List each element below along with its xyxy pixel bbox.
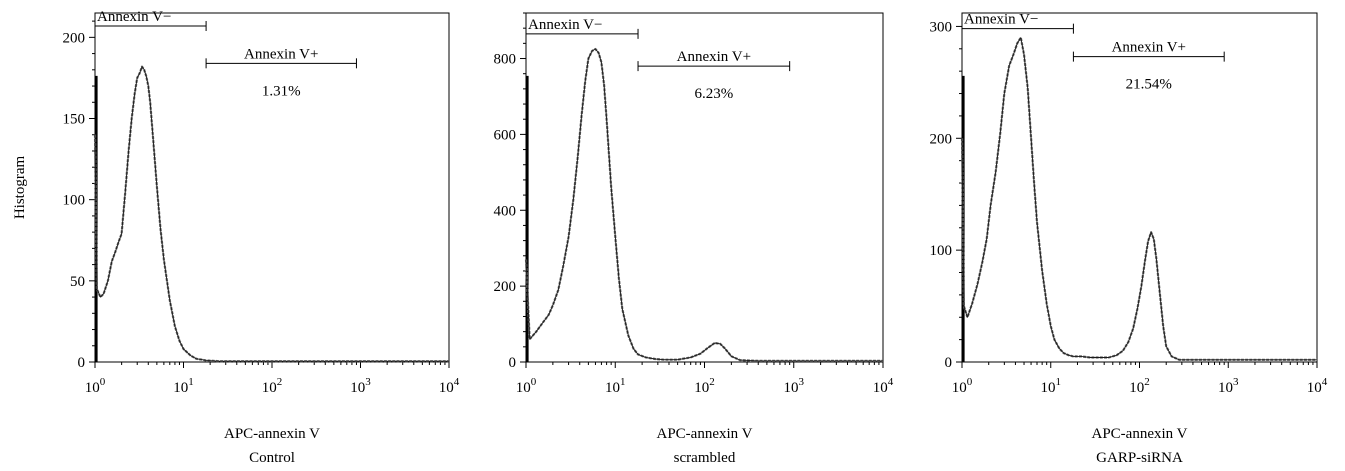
x-tick-label: 103 xyxy=(784,376,805,396)
y-tick-label: 100 xyxy=(63,193,86,209)
plot-frame xyxy=(961,12,1318,363)
plot-frame xyxy=(94,12,450,363)
x-tick-label: 102 xyxy=(1129,376,1150,396)
gate-positive-percentage: 21.54% xyxy=(1126,77,1172,93)
panel-condition-label: GARP-siRNA xyxy=(1096,450,1183,466)
histogram-line xyxy=(93,65,449,363)
x-tick-label: 100 xyxy=(85,376,106,396)
gate-negative-label: Annexin V− xyxy=(528,17,602,33)
x-tick-label: 102 xyxy=(262,376,283,396)
y-tick-label: 600 xyxy=(494,127,517,143)
x-tick-label: 104 xyxy=(1307,376,1328,396)
y-tick-label: 0 xyxy=(945,355,953,371)
histogram-line-core xyxy=(94,66,449,362)
gate-positive-percentage: 6.23% xyxy=(694,86,733,102)
y-tick-label: 200 xyxy=(930,131,953,147)
histogram-panel-1: 0 50 100 150 200 100 101 102 103 104 Annexin V− Ann… xyxy=(12,9,460,466)
y-tick-label: 0 xyxy=(509,355,517,371)
y-tick-label: 400 xyxy=(494,203,517,219)
x-tick-label: 102 xyxy=(694,376,715,396)
x-tick-label: 100 xyxy=(516,376,537,396)
panel-condition-label: Control xyxy=(249,450,295,466)
panel-condition-label: scrambled xyxy=(674,450,736,466)
gate-negative-label: Annexin V− xyxy=(97,9,171,25)
y-tick-label: 200 xyxy=(63,30,86,46)
y-tick-label: 150 xyxy=(63,112,86,128)
x-axis-label: APC-annexin V xyxy=(657,426,753,442)
gate-positive-label: Annexin V+ xyxy=(244,46,318,62)
gate-positive-label: Annexin V+ xyxy=(1112,40,1186,56)
gate-positive-label: Annexin V+ xyxy=(677,49,751,65)
y-tick-label: 200 xyxy=(494,279,517,295)
x-tick-label: 101 xyxy=(1041,376,1062,396)
plot-frame xyxy=(525,12,884,363)
x-axis-label: APC-annexin V xyxy=(1092,426,1188,442)
y-tick-label: 0 xyxy=(78,355,86,371)
x-tick-label: 100 xyxy=(952,376,973,396)
gate-positive-percentage: 1.31% xyxy=(262,83,301,99)
histogram-panel-3: 0 100 200 300 100 101 102 103 104 Annexin V− Annex… xyxy=(930,12,1328,466)
x-tick-label: 103 xyxy=(1218,376,1239,396)
histogram-panel-2: 0 200 400 600 800 100 101 102 103 104 Annexin V− An… xyxy=(494,12,894,466)
x-tick-label: 101 xyxy=(173,376,194,396)
y-axis-label: Histogram xyxy=(12,156,28,220)
y-tick-label: 50 xyxy=(70,274,85,290)
x-tick-label: 101 xyxy=(605,376,626,396)
y-tick-label: 800 xyxy=(494,52,517,68)
y-tick-label: 300 xyxy=(930,19,953,35)
x-axis-label: APC-annexin V xyxy=(224,426,320,442)
x-tick-label: 104 xyxy=(873,376,894,396)
x-tick-label: 103 xyxy=(350,376,371,396)
gate-negative-label: Annexin V− xyxy=(964,12,1038,28)
y-tick-label: 100 xyxy=(930,243,953,259)
histogram-line-core xyxy=(525,48,883,362)
histogram-line-core xyxy=(961,37,1317,361)
x-tick-label: 104 xyxy=(439,376,460,396)
